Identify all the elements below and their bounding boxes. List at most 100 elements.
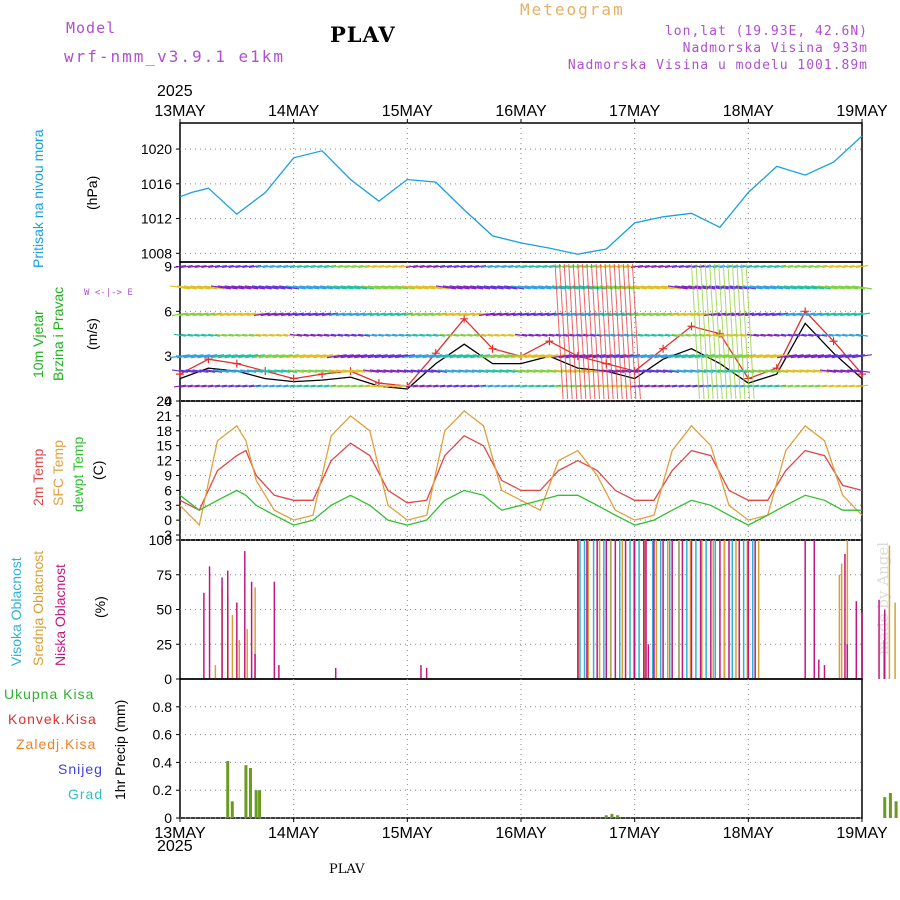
wind-arrow — [821, 333, 834, 337]
wind-arrow — [722, 285, 743, 290]
wind-arrow — [364, 333, 377, 337]
wind-arrow — [667, 354, 688, 359]
wind-arrow — [772, 369, 789, 373]
wind-arrow — [719, 264, 732, 268]
wind-arrow — [224, 354, 245, 359]
wind-arrow — [342, 369, 359, 373]
wind-arrow — [692, 264, 705, 268]
wind-arrow — [344, 264, 357, 268]
wind-arrow — [811, 354, 832, 359]
strong-wind-streak — [604, 263, 614, 400]
wind-arrow — [306, 354, 327, 359]
wind-arrow — [487, 384, 500, 388]
wind-arrow — [335, 312, 352, 317]
wind-arrow — [426, 333, 439, 337]
strong-wind-streak — [695, 263, 705, 400]
wind-arrow — [335, 369, 352, 373]
y-tick-label: 0.8 — [153, 699, 173, 715]
wind-arrow — [463, 285, 484, 290]
wind-arrow — [388, 285, 409, 290]
wind-arrow — [212, 369, 229, 373]
wind-arrow — [405, 264, 418, 268]
wind-arrow — [226, 312, 243, 317]
wind-arrow — [247, 312, 264, 317]
x-tick-label-bottom: 16MAY — [495, 825, 547, 842]
wind-arrow — [770, 285, 791, 290]
wind-arrow — [385, 384, 398, 388]
wind-arrow — [437, 312, 454, 317]
wind-arrow — [744, 312, 761, 317]
wind-arrow — [480, 264, 493, 268]
strong-wind-streak — [627, 263, 637, 400]
wind-arrow — [835, 333, 848, 337]
wind-arrow — [508, 333, 521, 337]
x-tick-label-top: 13MAY — [154, 103, 206, 120]
wind-arrow — [176, 285, 197, 290]
wind-arrow — [405, 384, 418, 388]
meteogram-title: Meteogram — [520, 0, 625, 19]
wind-arrow — [330, 264, 343, 268]
wind-arrow — [726, 384, 739, 388]
wind-arrow — [633, 354, 654, 359]
wind-arrow — [476, 354, 497, 359]
wind-arrow — [276, 264, 289, 268]
wind-arrow — [663, 312, 680, 317]
wind-arrow — [705, 264, 718, 268]
wind-arrow — [538, 354, 559, 359]
wind-arrow — [221, 333, 234, 337]
strong-wind-streak — [722, 263, 732, 400]
wind-arrow — [172, 312, 188, 317]
wind-arrow — [292, 285, 313, 290]
wind-arrow — [392, 384, 405, 388]
wind-arrow — [674, 285, 695, 290]
wind-arrow — [654, 285, 675, 290]
wind-arrow — [201, 264, 214, 268]
wind-arrow — [742, 285, 763, 290]
wind-arrow — [385, 264, 398, 268]
strong-wind-streak — [609, 263, 619, 400]
wind-arrow — [506, 312, 523, 317]
strong-wind-streak — [622, 263, 632, 400]
wind-arrow — [606, 354, 627, 359]
wind-arrow — [640, 354, 661, 359]
wind-arrow — [586, 285, 606, 290]
wind-arrow — [274, 312, 291, 317]
strong-wind-streak — [577, 263, 587, 400]
wind-arrow — [283, 333, 296, 337]
wind-arrow — [787, 264, 800, 268]
wind-arrow — [315, 312, 332, 317]
total-precip-label: Ukupna Kisa — [4, 686, 95, 702]
wind-arrow — [456, 285, 477, 290]
wind-arrow — [276, 333, 289, 337]
strong-wind-streak — [704, 263, 714, 400]
wind-arrow — [228, 333, 241, 337]
wind-arrow — [460, 384, 473, 388]
wind-arrow — [180, 384, 193, 388]
wind-arrow — [528, 264, 541, 268]
series-line-pressure-0 — [179, 135, 863, 255]
wind-arrow — [751, 369, 768, 373]
wind-arrow — [811, 285, 832, 290]
wind-arrow — [333, 285, 354, 290]
wind-arrow — [574, 312, 591, 317]
grad-label: Grad — [68, 786, 104, 802]
wind-arrow — [467, 264, 480, 268]
wind-arrow — [565, 285, 586, 290]
wind-arrow — [310, 384, 323, 388]
wind-arrow — [403, 369, 420, 373]
strong-wind-streak — [745, 263, 755, 400]
wind-arrow — [453, 384, 466, 388]
wind-arrow — [615, 312, 632, 317]
wind-arrow — [204, 285, 225, 290]
wind-arrow — [835, 384, 848, 388]
wind-arrow — [801, 264, 814, 268]
strong-wind-streak — [581, 263, 591, 400]
wind-arrow — [449, 354, 470, 359]
wind-arrow — [799, 312, 816, 317]
wind-arrow — [446, 333, 459, 337]
wind-arrow — [654, 354, 675, 359]
wind-arrow — [753, 333, 766, 337]
wind-arrow — [426, 384, 439, 388]
wind-arrow — [760, 264, 773, 268]
wind-arrow — [362, 312, 379, 317]
